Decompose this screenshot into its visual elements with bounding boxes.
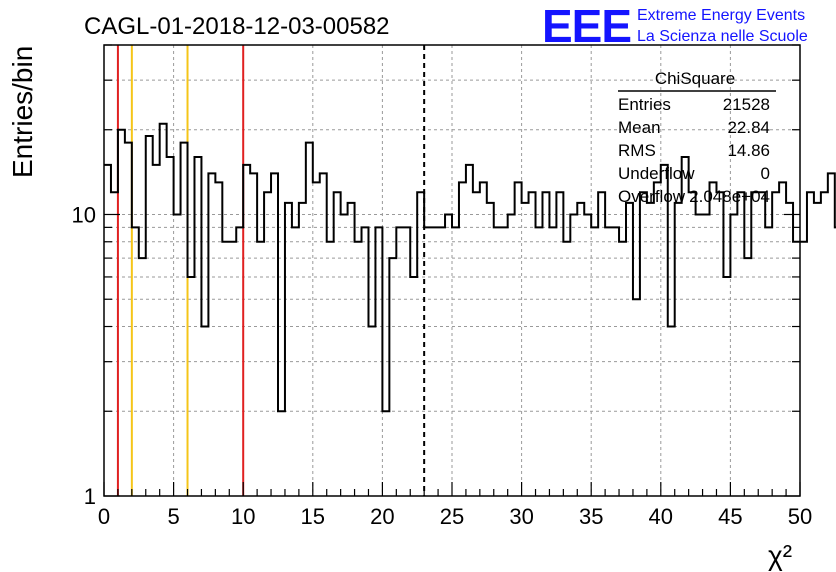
logo-line-2: La Scienza nelle Scuole <box>637 28 808 45</box>
x-tick-label: 40 <box>649 504 673 529</box>
y-tick-label: 1 <box>84 484 96 509</box>
y-tick-label: 10 <box>72 202 96 227</box>
x-tick-label: 30 <box>509 504 533 529</box>
stats-value: 21528 <box>723 95 770 114</box>
x-tick-label: 15 <box>301 504 325 529</box>
stats-label: Mean <box>618 118 661 137</box>
logo-line-1: Extreme Energy Events <box>637 7 805 24</box>
x-tick-label: 35 <box>579 504 603 529</box>
axis-ticks <box>103 44 801 497</box>
stats-label: Underflow <box>618 164 695 183</box>
stats-label: Overflow <box>618 187 686 206</box>
chart-title: CAGL-01-2018-12-03-00582 <box>84 13 390 40</box>
stats-label: Entries <box>618 95 671 114</box>
stats-label: RMS <box>618 141 656 160</box>
x-tick-label: 10 <box>231 504 255 529</box>
stats-box: ChiSquare Entries 21528 Mean 22.84 RMS 14.86 Un… <box>618 69 776 206</box>
x-axis-title: χ² <box>768 540 792 571</box>
stats-value: 2.048e+04 <box>689 187 770 206</box>
x-tick-labels: 0 5 10 15 20 25 30 35 40 45 50 <box>98 504 812 529</box>
x-tick-label: 25 <box>440 504 464 529</box>
stats-value: 0 <box>761 164 770 183</box>
stats-value: 14.86 <box>727 141 770 160</box>
y-tick-labels: 1 10 <box>72 202 96 509</box>
x-tick-label: 5 <box>167 504 179 529</box>
x-tick-label: 0 <box>98 504 110 529</box>
eee-logo: EEE <box>542 0 631 52</box>
reference-lines <box>116 45 426 496</box>
x-tick-label: 50 <box>788 504 812 529</box>
x-tick-label: 20 <box>370 504 394 529</box>
stats-value: 22.84 <box>727 118 770 137</box>
x-tick-label: 45 <box>718 504 742 529</box>
stats-header: ChiSquare <box>655 69 735 88</box>
histogram-line <box>104 122 836 413</box>
y-axis-title: Entries/bin <box>7 46 38 178</box>
